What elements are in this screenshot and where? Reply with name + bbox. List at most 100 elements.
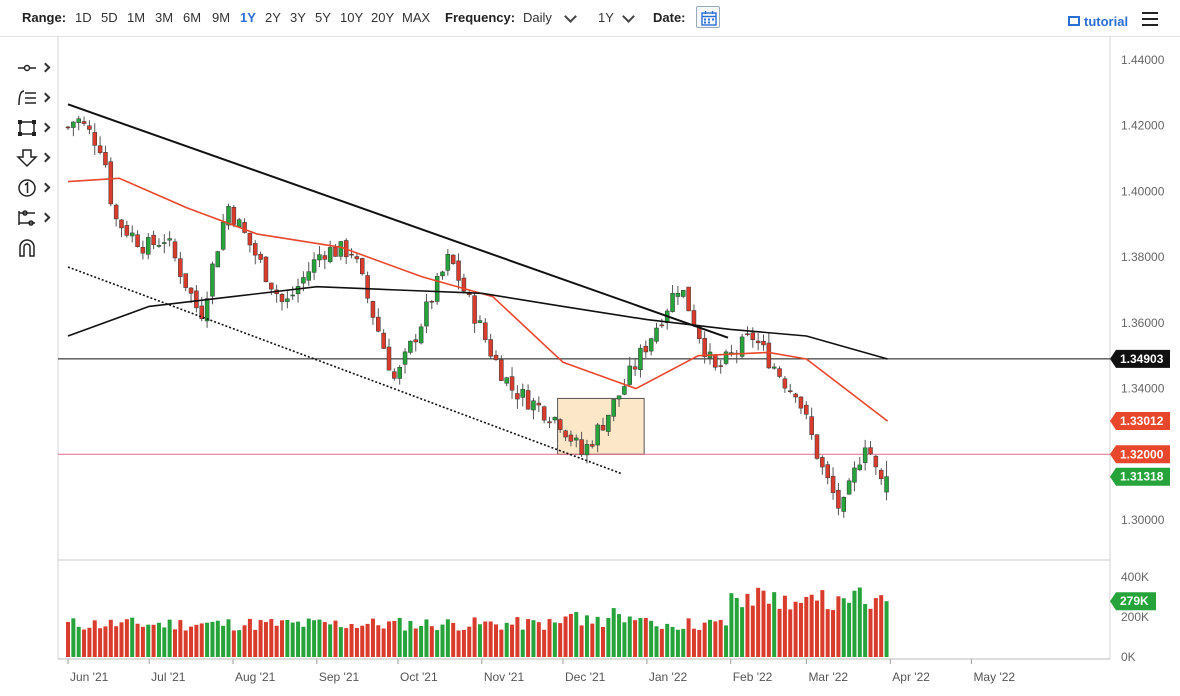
calendar-icon: [701, 11, 717, 26]
chevron-down-icon[interactable]: [564, 10, 577, 23]
x-tick-label: Feb '22: [733, 670, 773, 684]
volume-bar: [831, 610, 836, 657]
line-tool[interactable]: [12, 56, 54, 80]
range-9m[interactable]: 9M: [212, 10, 231, 25]
volume-tick-label: 400K: [1121, 570, 1149, 584]
candle-body: [541, 406, 547, 421]
volume-bar: [766, 603, 771, 657]
counter-tool[interactable]: [12, 176, 54, 200]
price-label: 1.34903: [1120, 352, 1164, 366]
candle-body: [210, 263, 215, 297]
measure-tool[interactable]: [12, 206, 54, 230]
volume-bar: [611, 608, 616, 657]
range-6m[interactable]: 6M: [183, 10, 202, 25]
fib-tool[interactable]: [12, 86, 54, 110]
range-1d[interactable]: 1D: [75, 10, 92, 25]
candle-body: [349, 253, 354, 256]
volume-bar: [520, 629, 525, 657]
candle-body: [493, 354, 499, 361]
volume-bar: [761, 590, 766, 657]
x-tick-label: May '22: [973, 670, 1015, 684]
frequency-select[interactable]: Daily: [523, 10, 552, 25]
candle-body: [611, 399, 616, 417]
candle-body: [552, 416, 558, 421]
y-tick-label: 1.30000: [1121, 513, 1165, 527]
volume-bar: [237, 630, 242, 657]
candle-body: [434, 276, 440, 302]
range-2y[interactable]: 2Y: [265, 10, 281, 25]
volume-bar: [344, 628, 349, 657]
volume-bar: [328, 624, 333, 657]
candle-body: [178, 258, 183, 277]
range-5y[interactable]: 5Y: [315, 10, 331, 25]
candle-body: [520, 388, 525, 398]
range-5d[interactable]: 5D: [101, 10, 118, 25]
chevron-down-icon[interactable]: [622, 10, 635, 23]
candle-body: [450, 254, 456, 264]
magnet-tool[interactable]: [12, 236, 54, 260]
candle-body: [429, 300, 435, 303]
volume-bar: [419, 626, 424, 657]
volume-bar: [686, 618, 691, 657]
candle-body: [509, 376, 515, 391]
volume-bar: [708, 619, 712, 657]
range-max[interactable]: MAX: [402, 10, 431, 25]
candle-body: [440, 271, 445, 277]
volume-bar: [242, 625, 247, 657]
volume-bar: [798, 602, 803, 657]
candle-body: [311, 259, 317, 273]
volume-bar: [515, 617, 520, 657]
volume-bar: [857, 587, 862, 657]
tutorial-link[interactable]: tutorial: [1084, 14, 1129, 29]
candle-body: [809, 416, 814, 435]
hamburger-menu-icon[interactable]: [1142, 12, 1158, 26]
volume-bar: [98, 628, 103, 657]
volume-bar: [387, 621, 391, 657]
period-select[interactable]: 1Y: [598, 10, 614, 25]
candle-body: [536, 402, 542, 406]
price-label: 1.31318: [1120, 470, 1164, 484]
shape-tool[interactable]: [12, 116, 54, 140]
volume-bar: [702, 622, 707, 657]
volume-bar: [263, 622, 268, 657]
volume-bar: [290, 622, 295, 657]
candle-body: [360, 258, 365, 275]
candle-body: [65, 126, 71, 129]
candle-body: [654, 327, 659, 342]
date-picker-button[interactable]: [696, 6, 720, 28]
line-icon: [18, 64, 36, 72]
price-chart[interactable]: 1.30000 1.32000 1.34000 1.36000 1.38000 1.400…: [0, 37, 1180, 696]
volume-bar: [504, 622, 509, 657]
volume-tick-label: 200K: [1121, 610, 1149, 624]
candle-body: [215, 251, 221, 268]
candle-body: [333, 247, 338, 257]
candle-body: [263, 256, 269, 282]
numbered-circle-icon: [18, 179, 36, 197]
volume-bar: [788, 609, 793, 657]
range-label: Range:: [22, 10, 67, 25]
candle-body: [814, 434, 820, 459]
volume-bar: [403, 630, 408, 657]
volume-bar: [130, 617, 135, 657]
measure-icon: [18, 210, 35, 226]
candle-body: [370, 301, 376, 318]
price-label-box: [1110, 412, 1170, 431]
range-3y[interactable]: 3Y: [290, 10, 306, 25]
candle-body: [616, 395, 622, 400]
candle-body: [825, 464, 830, 479]
candle-body: [739, 336, 745, 357]
volume-bar: [92, 620, 97, 657]
range-1y[interactable]: 1Y: [240, 10, 256, 25]
range-1m[interactable]: 1M: [127, 10, 146, 25]
range-10y[interactable]: 10Y: [340, 10, 364, 25]
arrow-tool[interactable]: [12, 146, 54, 170]
volume-bar: [87, 627, 92, 657]
range-20y[interactable]: 20Y: [371, 10, 395, 25]
candle-body: [204, 298, 210, 322]
volume-bar: [847, 602, 852, 657]
range-3m[interactable]: 3M: [155, 10, 174, 25]
candle-body: [798, 396, 804, 409]
volume-bar: [333, 620, 338, 657]
volume-bar: [392, 620, 397, 657]
candle-body: [445, 254, 451, 271]
